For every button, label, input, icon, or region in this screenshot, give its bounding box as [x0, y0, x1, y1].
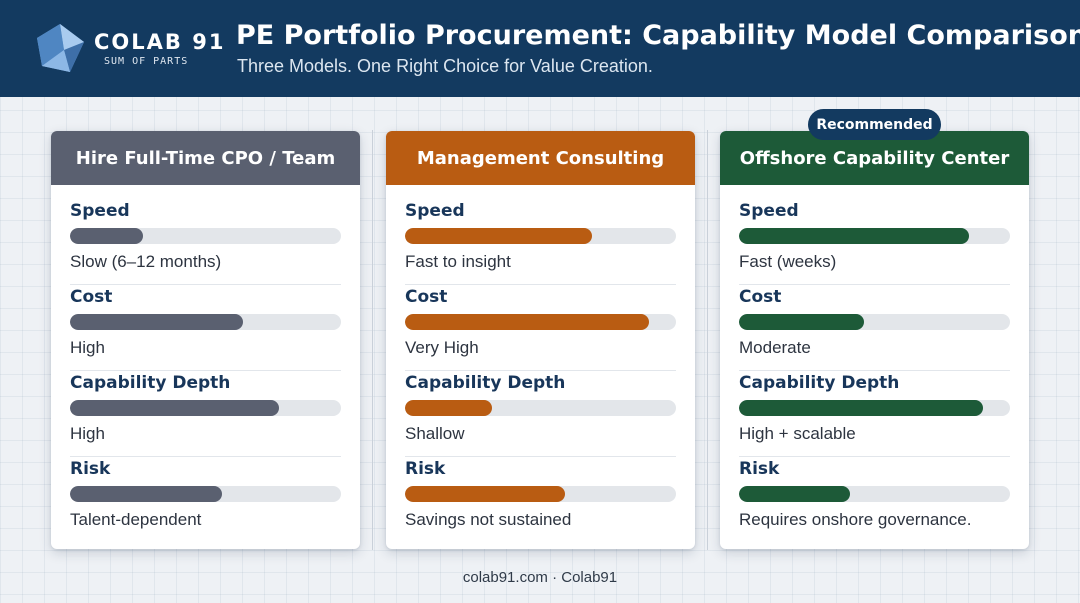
metric-bar-fill [70, 228, 144, 244]
metric-bar-track [739, 400, 1010, 416]
metric-row: Capability Depth High [70, 371, 341, 457]
metric-label: Capability Depth [405, 373, 566, 393]
metric-value: Talent-dependent [70, 510, 202, 529]
metric-bar-track [405, 400, 676, 416]
metric-bar-fill [739, 314, 864, 330]
metric-row: Speed Slow (6–12 months) [70, 199, 341, 285]
metric-bar-fill [70, 486, 222, 502]
metric-bar-track [739, 314, 1010, 330]
metric-row: Cost High [70, 285, 341, 371]
card-body: Speed Slow (6–12 months) Cost High Capabilit… [51, 185, 360, 543]
metric-label: Cost [70, 287, 113, 307]
metric-bar-track [70, 400, 341, 416]
metric-bar-track [739, 486, 1010, 502]
metric-label: Risk [70, 459, 111, 479]
metric-value: High [70, 424, 105, 443]
metric-label: Cost [739, 287, 782, 307]
footer-text: colab91.com · Colab91 [462, 569, 618, 586]
metric-bar-track [405, 486, 676, 502]
metric-bar-track [70, 486, 341, 502]
metric-row: Risk Requires onshore governance. [739, 457, 1010, 543]
metric-bar-fill [70, 314, 244, 330]
metric-bar-fill [739, 228, 970, 244]
recommended-badge: Recommended [808, 109, 941, 140]
metric-bar-track [405, 314, 676, 330]
card-title: Management Consulting [386, 131, 695, 185]
metric-label: Speed [70, 201, 130, 221]
metric-label: Capability Depth [70, 373, 231, 393]
metric-bar-fill [739, 400, 983, 416]
metric-label: Risk [405, 459, 446, 479]
metric-row: Risk Savings not sustained [405, 457, 676, 543]
metric-bar-track [70, 314, 341, 330]
metric-row: Speed Fast to insight [405, 199, 676, 285]
colab91-logo-icon [37, 24, 84, 72]
metric-label: Speed [405, 201, 465, 221]
card-hire-cpo: Hire Full-Time CPO / Team Speed Slow (6–12… [51, 131, 360, 549]
metric-bar-fill [70, 400, 279, 416]
metric-value: High [70, 338, 105, 357]
header-banner: COLAB 91 SUM OF PARTS PE Portfolio Procu… [0, 0, 1080, 97]
metric-value: Very High [405, 338, 479, 357]
metric-bar-fill [405, 486, 565, 502]
column-divider [372, 130, 373, 550]
metric-value: Shallow [405, 424, 465, 443]
card-title: Offshore Capability Center [720, 131, 1029, 185]
brand-name: COLAB 91 [94, 30, 226, 54]
metric-row: Risk Talent-dependent [70, 457, 341, 543]
metric-value: Fast (weeks) [739, 252, 837, 271]
card-body: Speed Fast (weeks) Cost Moderate Capability … [720, 185, 1029, 543]
metric-value: Slow (6–12 months) [70, 252, 222, 271]
metric-row: Cost Very High [405, 285, 676, 371]
metric-bar-fill [405, 400, 492, 416]
metric-bar-fill [739, 486, 851, 502]
metric-bar-track [70, 228, 341, 244]
metric-bar-track [405, 228, 676, 244]
card-body: Speed Fast to insight Cost Very High Capabil… [386, 185, 695, 543]
metric-value: Requires onshore governance. [739, 510, 972, 529]
metric-value: Savings not sustained [405, 510, 572, 529]
brand-tagline: SUM OF PARTS [104, 56, 189, 67]
metric-bar-fill [405, 314, 649, 330]
metric-row: Cost Moderate [739, 285, 1010, 371]
metric-bar-track [739, 228, 1010, 244]
card-consulting: Management Consulting Speed Fast to insigh… [386, 131, 695, 549]
metric-row: Speed Fast (weeks) [739, 199, 1010, 285]
card-title: Hire Full-Time CPO / Team [51, 131, 360, 185]
metric-label: Capability Depth [739, 373, 900, 393]
metric-label: Risk [739, 459, 780, 479]
metric-bar-fill [405, 228, 592, 244]
metric-label: Speed [739, 201, 799, 221]
metric-label: Cost [405, 287, 448, 307]
metric-value: High + scalable [739, 424, 856, 443]
page-title: PE Portfolio Procurement: Capability Mod… [236, 20, 1080, 51]
metric-row: Capability Depth Shallow [405, 371, 676, 457]
card-offshore-center: Offshore Capability Center Speed Fast (wee… [720, 131, 1029, 549]
page-subtitle: Three Models. One Right Choice for Value… [237, 56, 653, 76]
metric-row: Capability Depth High + scalable [739, 371, 1010, 457]
column-divider [707, 130, 708, 550]
metric-value: Fast to insight [405, 252, 511, 271]
metric-value: Moderate [739, 338, 811, 357]
